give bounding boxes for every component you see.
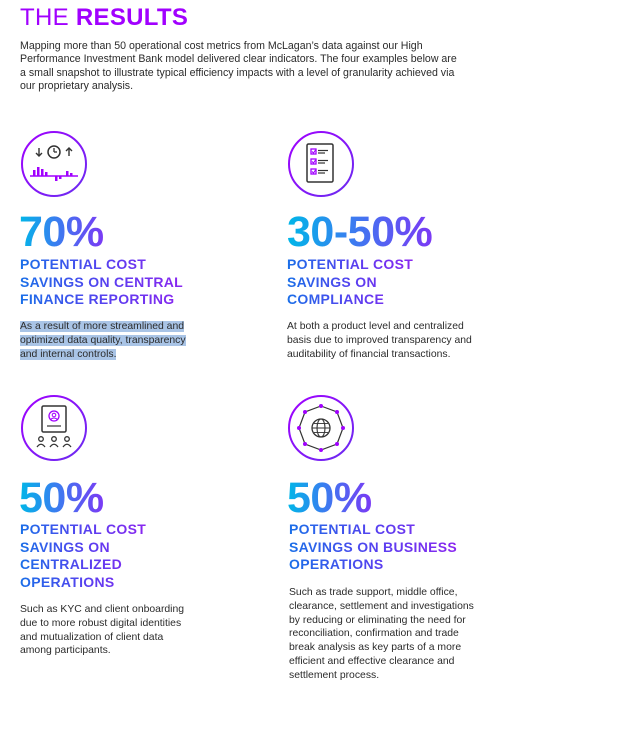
result-value: 50% bbox=[19, 474, 104, 522]
page-title: THE RESULTS bbox=[20, 4, 188, 32]
result-description: As a result of more streamlined and opti… bbox=[20, 320, 186, 361]
globe-network-icon bbox=[288, 395, 354, 461]
result-value: 50% bbox=[287, 474, 372, 522]
centralized-operations-icon bbox=[21, 395, 87, 461]
result-heading: POTENTIAL COST SAVINGS ON COMPLIANCE bbox=[287, 256, 414, 307]
result-description: Such as KYC and client onboarding due to… bbox=[20, 604, 185, 657]
result-heading: POTENTIAL COST SAVINGS ON BUSINESS OPERA… bbox=[289, 521, 458, 572]
compliance-checklist-icon bbox=[288, 131, 354, 197]
finance-reporting-icon bbox=[21, 131, 87, 197]
result-heading: POTENTIAL COST SAVINGS ON CENTRALIZED OP… bbox=[20, 521, 147, 590]
result-description: Such as trade support, middle office, cl… bbox=[289, 587, 474, 681]
intro-paragraph: Mapping more than 50 operational cost me… bbox=[20, 40, 457, 93]
result-value: 30-50% bbox=[287, 208, 433, 256]
result-description: At both a product level and centralized … bbox=[287, 321, 472, 360]
result-heading: POTENTIAL COST SAVINGS ON CENTRAL FINANC… bbox=[20, 256, 184, 307]
page-title-bold: RESULTS bbox=[75, 4, 189, 31]
result-description-text: As a result of more streamlined and opti… bbox=[20, 321, 186, 360]
result-value: 70% bbox=[19, 208, 104, 256]
page-title-prefix: THE bbox=[20, 4, 76, 31]
